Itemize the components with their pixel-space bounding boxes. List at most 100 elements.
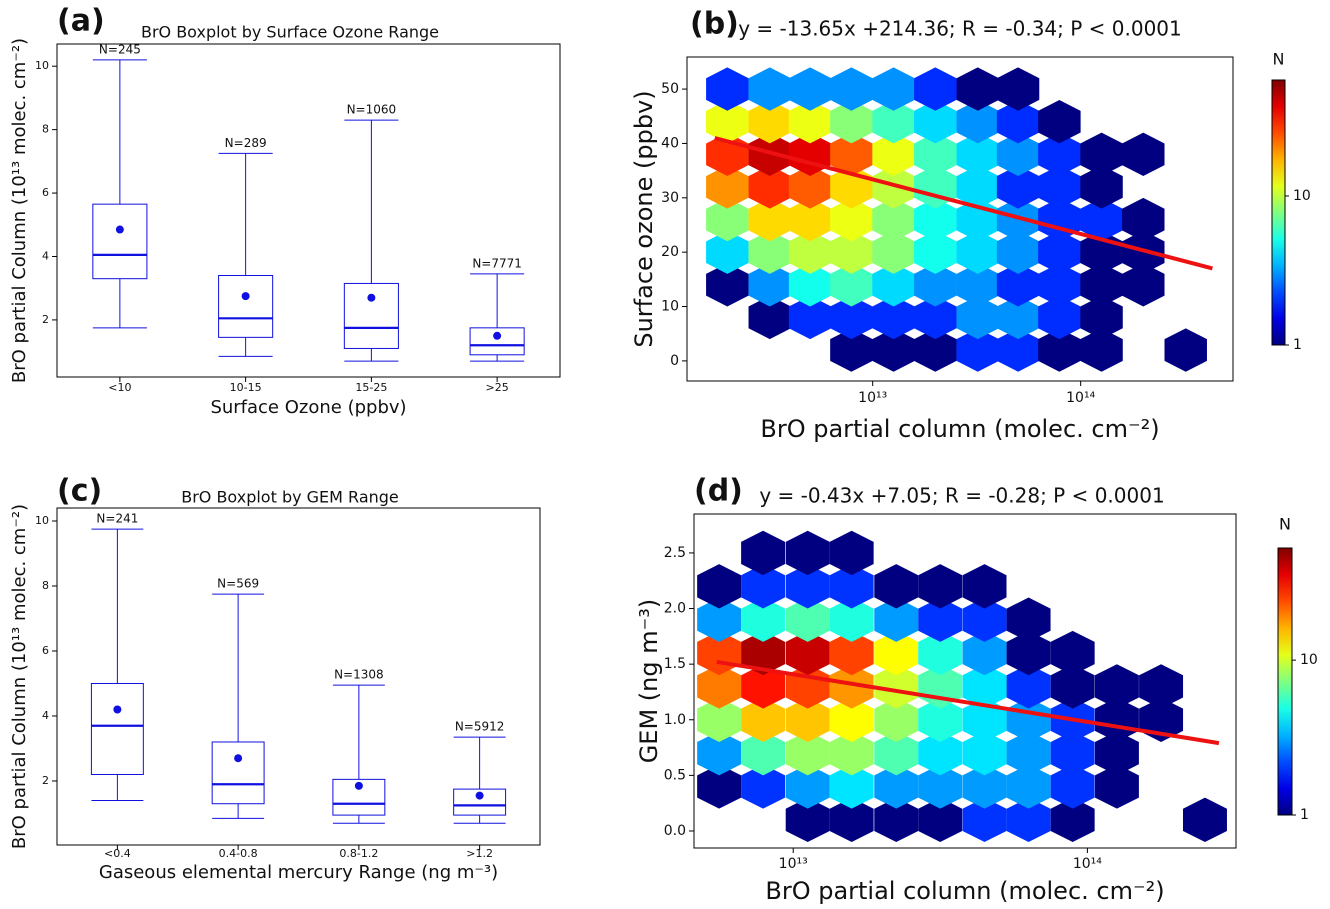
colorbar-label: N [1273, 50, 1285, 69]
hex-cell [1139, 664, 1184, 709]
hex-cell [697, 697, 742, 742]
hex-cell [788, 295, 832, 340]
y-tick-label: 4 [42, 249, 49, 262]
hex-cell [785, 797, 830, 843]
hex-cell [706, 67, 749, 111]
hex-cell [741, 764, 786, 809]
hex-cell [1080, 197, 1123, 242]
colorbar-tick-label: 1 [1293, 337, 1302, 353]
plot-frame [686, 56, 1234, 382]
n-label: N=289 [225, 136, 267, 150]
hex-cell [1038, 165, 1081, 209]
hex-cell [1094, 697, 1139, 742]
hex-cell [748, 197, 791, 242]
hex-cell [741, 530, 786, 576]
x-tick-label: 15-25 [355, 381, 387, 394]
hex-cell [918, 630, 963, 676]
y-axis-label: Surface ozone (ppbv) [630, 90, 658, 347]
hex-cell [956, 263, 999, 307]
hex-cell [785, 597, 830, 642]
hex-cell [996, 100, 1040, 144]
box [469, 327, 525, 356]
hex-cell [956, 67, 999, 111]
y-tick-label: 8 [42, 579, 49, 592]
hex-cell [830, 328, 873, 372]
box [332, 778, 386, 816]
colorbar-tick-label: 1 [1300, 807, 1309, 823]
hex-cell [697, 730, 742, 776]
x-tick-label: 0.4-0.8 [219, 847, 258, 860]
mean-marker [475, 791, 484, 800]
y-tick-label: 50 [661, 81, 679, 97]
hex-cell [996, 230, 1040, 274]
y-tick-label: 4 [42, 709, 49, 722]
hex-cell [1038, 100, 1081, 144]
hex-cell [748, 100, 791, 144]
hex-cell [1006, 664, 1051, 709]
x-tick-label: >1.2 [466, 847, 493, 860]
x-tick-label: >25 [486, 381, 509, 394]
hex-cell [697, 564, 742, 609]
y-tick-label: 0.0 [664, 823, 686, 839]
hex-cell [914, 263, 957, 307]
x-axis-label: BrO partial column (molec. cm⁻²) [765, 877, 1164, 905]
chart-title: BrO Boxplot by GEM Range [181, 488, 399, 507]
hex-cell [697, 764, 742, 809]
colorbar-label: N [1279, 515, 1291, 534]
hex-cell [1122, 197, 1165, 242]
n-label: N=245 [99, 42, 141, 56]
mean-marker [241, 292, 250, 301]
hex-cell [962, 664, 1007, 709]
hex-cell [914, 295, 957, 340]
y-axis-label: BrO partial Column (10¹³ molec. cm⁻²) [9, 504, 30, 849]
hex-cell [874, 564, 919, 609]
box [453, 788, 507, 816]
hex-cell [829, 564, 874, 609]
plot-frame [56, 507, 541, 846]
colorbar-tick-label: 10 [1293, 188, 1311, 204]
y-tick-label: 8 [42, 123, 49, 136]
chart-title: y = -13.65x +214.36; R = -0.34; P < 0.00… [738, 17, 1182, 41]
hex-cell [874, 697, 919, 742]
hex-cell [741, 697, 786, 742]
hex-cell [788, 165, 832, 209]
hex-cell [872, 295, 915, 340]
hex-cell [1080, 165, 1123, 209]
hex-cell [697, 664, 742, 709]
hex-cell [697, 597, 742, 642]
x-tick-label: 10¹⁴ [1066, 390, 1095, 406]
hex-cell [996, 67, 1040, 111]
box [218, 275, 274, 338]
hex-cell [918, 764, 963, 809]
x-tick-label: 10¹³ [779, 856, 808, 872]
hex-cell [829, 730, 874, 776]
y-tick-label: 30 [661, 190, 679, 206]
x-axis-label: Gaseous elemental mercury Range (ng m⁻³) [99, 862, 498, 883]
hex-cell [1050, 630, 1095, 676]
n-label: N=5912 [455, 720, 505, 734]
hex-cell [872, 197, 915, 242]
hex-cell [748, 263, 791, 307]
hex-cell [829, 797, 874, 843]
hex-cell [741, 597, 786, 642]
hex-cell [914, 197, 957, 242]
hex-cell [956, 295, 999, 340]
hex-cell [788, 197, 832, 242]
hex-cell [874, 630, 919, 676]
y-axis-label: GEM (ng m⁻³) [635, 599, 663, 764]
x-tick-label: 10-15 [230, 381, 262, 394]
hex-cell [1050, 664, 1095, 709]
hex-cell [918, 564, 963, 609]
hex-cell [956, 100, 999, 144]
n-label: N=569 [217, 577, 259, 591]
n-label: N=1060 [347, 103, 397, 117]
hex-cell [741, 630, 786, 676]
hex-cell [788, 263, 832, 307]
y-tick-label: 1.5 [664, 656, 686, 672]
hex-cell [706, 230, 749, 274]
panel-label: (b) [690, 7, 739, 42]
y-tick-label: 0.5 [664, 767, 686, 783]
hex-cell [956, 328, 999, 372]
hex-cell [962, 797, 1007, 843]
y-tick-label: 10 [35, 514, 49, 527]
